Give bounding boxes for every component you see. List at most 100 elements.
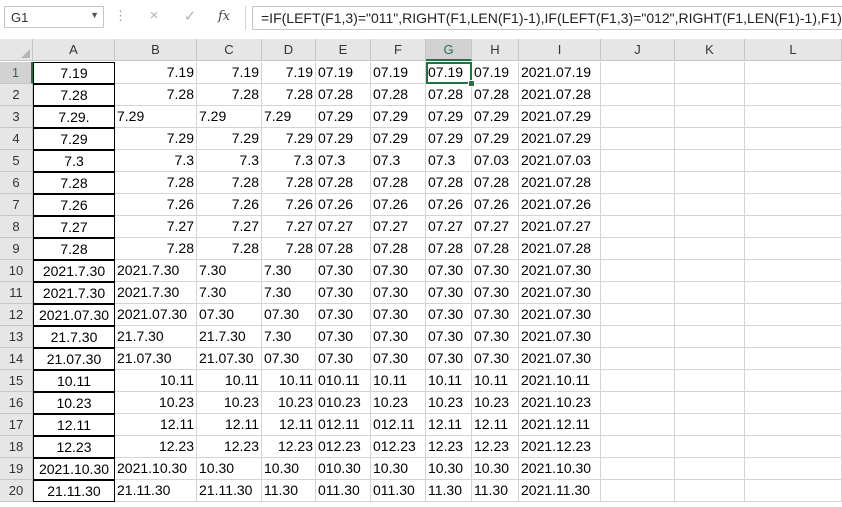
- enter-icon[interactable]: ✓: [183, 8, 197, 25]
- cell-d5[interactable]: 7.3: [262, 150, 316, 172]
- cell-b4[interactable]: 7.29: [115, 128, 197, 150]
- cell-k8[interactable]: [675, 216, 745, 238]
- cell-b6[interactable]: 7.28: [115, 172, 197, 194]
- cell-k12[interactable]: [675, 304, 745, 326]
- row-header-6[interactable]: 6: [0, 172, 33, 194]
- cell-l15[interactable]: [745, 370, 842, 392]
- cell-k17[interactable]: [675, 414, 745, 436]
- cell-g18[interactable]: 12.23: [426, 436, 472, 458]
- cell-g14[interactable]: 07.30: [426, 348, 472, 370]
- cell-l10[interactable]: [745, 260, 842, 282]
- cell-f10[interactable]: 07.30: [371, 260, 426, 282]
- cell-b10[interactable]: 2021.7.30: [115, 260, 197, 282]
- cell-l13[interactable]: [745, 326, 842, 348]
- cell-f2[interactable]: 07.28: [371, 84, 426, 106]
- row-header-15[interactable]: 15: [0, 370, 33, 392]
- cell-c14[interactable]: 21.07.30: [197, 348, 262, 370]
- cell-l11[interactable]: [745, 282, 842, 304]
- cell-e10[interactable]: 07.30: [316, 260, 371, 282]
- cell-k4[interactable]: [675, 128, 745, 150]
- cell-a15[interactable]: 10.11: [33, 370, 115, 392]
- cell-k9[interactable]: [675, 238, 745, 260]
- cell-f18[interactable]: 012.23: [371, 436, 426, 458]
- cell-i7[interactable]: 2021.07.26: [519, 194, 601, 216]
- cell-i13[interactable]: 2021.07.30: [519, 326, 601, 348]
- cell-c1[interactable]: 7.19: [197, 62, 262, 84]
- cell-c5[interactable]: 7.3: [197, 150, 262, 172]
- cell-g5[interactable]: 07.3: [426, 150, 472, 172]
- cell-a9[interactable]: 7.28: [33, 238, 115, 260]
- cell-b2[interactable]: 7.28: [115, 84, 197, 106]
- cell-j19[interactable]: [601, 458, 675, 480]
- cell-g2[interactable]: 07.28: [426, 84, 472, 106]
- cell-k10[interactable]: [675, 260, 745, 282]
- insert-function-icon[interactable]: fx: [218, 9, 231, 24]
- cell-e9[interactable]: 07.28: [316, 238, 371, 260]
- cell-a6[interactable]: 7.28: [33, 172, 115, 194]
- cell-k3[interactable]: [675, 106, 745, 128]
- chevron-down-icon[interactable]: ▼: [90, 10, 99, 20]
- cell-e4[interactable]: 07.29: [316, 128, 371, 150]
- cell-e11[interactable]: 07.30: [316, 282, 371, 304]
- cell-e6[interactable]: 07.28: [316, 172, 371, 194]
- column-header-d[interactable]: D: [262, 39, 316, 61]
- cell-c7[interactable]: 7.26: [197, 194, 262, 216]
- row-header-4[interactable]: 4: [0, 128, 33, 150]
- cell-e2[interactable]: 07.28: [316, 84, 371, 106]
- row-header-5[interactable]: 5: [0, 150, 33, 172]
- formula-input[interactable]: =IF(LEFT(F1,3)="011",RIGHT(F1,LEN(F1)-1)…: [252, 6, 842, 30]
- cell-b3[interactable]: 7.29: [115, 106, 197, 128]
- cell-a20[interactable]: 21.11.30: [33, 480, 115, 502]
- cell-g19[interactable]: 10.30: [426, 458, 472, 480]
- cell-g12[interactable]: 07.30: [426, 304, 472, 326]
- cell-j20[interactable]: [601, 480, 675, 502]
- cell-a11[interactable]: 2021.7.30: [33, 282, 115, 304]
- cell-f13[interactable]: 07.30: [371, 326, 426, 348]
- column-header-l[interactable]: L: [745, 39, 842, 61]
- column-header-k[interactable]: K: [675, 39, 745, 61]
- cell-f5[interactable]: 07.3: [371, 150, 426, 172]
- cell-c12[interactable]: 07.30: [197, 304, 262, 326]
- cell-i1[interactable]: 2021.07.19: [519, 62, 601, 84]
- cell-d11[interactable]: 7.30: [262, 282, 316, 304]
- cell-c16[interactable]: 10.23: [197, 392, 262, 414]
- cell-k18[interactable]: [675, 436, 745, 458]
- column-header-a[interactable]: A: [33, 39, 115, 61]
- cell-d13[interactable]: 7.30: [262, 326, 316, 348]
- cell-b9[interactable]: 7.28: [115, 238, 197, 260]
- cell-g17[interactable]: 12.11: [426, 414, 472, 436]
- cell-i2[interactable]: 2021.07.28: [519, 84, 601, 106]
- cell-g4[interactable]: 07.29: [426, 128, 472, 150]
- row-header-19[interactable]: 19: [0, 458, 33, 480]
- cell-e8[interactable]: 07.27: [316, 216, 371, 238]
- cell-i17[interactable]: 2021.12.11: [519, 414, 601, 436]
- cell-l8[interactable]: [745, 216, 842, 238]
- cell-c4[interactable]: 7.29: [197, 128, 262, 150]
- select-all-button[interactable]: [0, 39, 33, 61]
- cell-i20[interactable]: 2021.11.30: [519, 480, 601, 502]
- cell-j2[interactable]: [601, 84, 675, 106]
- cell-j3[interactable]: [601, 106, 675, 128]
- cell-h19[interactable]: 10.30: [472, 458, 519, 480]
- cell-d20[interactable]: 11.30: [262, 480, 316, 502]
- cell-f7[interactable]: 07.26: [371, 194, 426, 216]
- cell-j6[interactable]: [601, 172, 675, 194]
- cell-h17[interactable]: 12.11: [472, 414, 519, 436]
- cell-l16[interactable]: [745, 392, 842, 414]
- cell-l5[interactable]: [745, 150, 842, 172]
- cell-e15[interactable]: 010.11: [316, 370, 371, 392]
- cell-j1[interactable]: [601, 62, 675, 84]
- cell-g8[interactable]: 07.27: [426, 216, 472, 238]
- cell-c2[interactable]: 7.28: [197, 84, 262, 106]
- cell-f14[interactable]: 07.30: [371, 348, 426, 370]
- cell-d19[interactable]: 10.30: [262, 458, 316, 480]
- cell-d14[interactable]: 07.30: [262, 348, 316, 370]
- cell-j10[interactable]: [601, 260, 675, 282]
- cell-c9[interactable]: 7.28: [197, 238, 262, 260]
- row-header-1[interactable]: 1: [0, 62, 33, 84]
- cell-d7[interactable]: 7.26: [262, 194, 316, 216]
- cell-b16[interactable]: 10.23: [115, 392, 197, 414]
- cell-a7[interactable]: 7.26: [33, 194, 115, 216]
- cell-g6[interactable]: 07.28: [426, 172, 472, 194]
- cell-a5[interactable]: 7.3: [33, 150, 115, 172]
